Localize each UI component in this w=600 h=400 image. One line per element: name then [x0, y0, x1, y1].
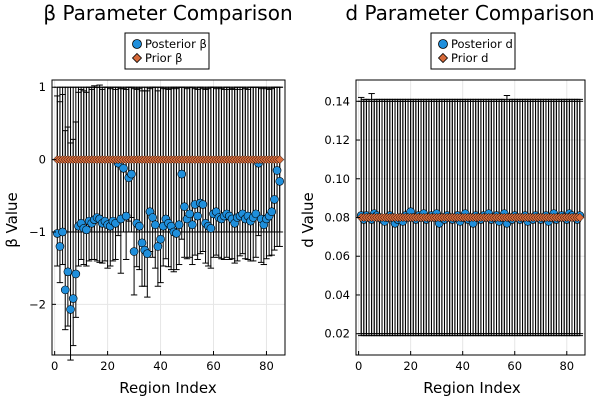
d-legend-posterior-marker: [438, 39, 448, 49]
d-y-tick-label: 0.06: [324, 249, 350, 263]
beta-posterior-point: [66, 305, 75, 314]
d-prior-point: [575, 212, 585, 223]
d-legend-box: [430, 32, 516, 70]
d-y-tick-label: 0.08: [324, 211, 350, 225]
beta-posterior-point: [68, 294, 78, 303]
beta-y-tick-label: 0: [39, 153, 46, 167]
d-y-tick-label: 0.14: [324, 94, 350, 108]
d-x-tick-label: 0: [355, 359, 362, 373]
beta-posterior-point: [60, 285, 70, 295]
d-x-tick-label: 20: [403, 359, 418, 373]
beta-posterior-point: [143, 249, 152, 258]
beta-posterior-point: [71, 269, 81, 279]
beta-posterior-point: [180, 202, 189, 211]
d-panel: d Parameter Comparison 0 20 40 60 80 0.02 0.04…: [299, 1, 595, 397]
beta-posterior-point: [275, 177, 285, 186]
beta-x-tick-label: 20: [100, 359, 115, 373]
beta-posterior-point: [153, 242, 163, 251]
beta-posterior-point: [119, 163, 128, 173]
beta-posterior-point: [177, 169, 187, 179]
beta-posterior-point: [129, 247, 139, 256]
beta-plot-frame: [51, 79, 286, 356]
beta-posterior-point: [121, 211, 131, 221]
beta-posterior-point: [137, 238, 147, 248]
beta-y-tick-label: −1: [29, 225, 46, 239]
beta-y-tick-label: 1: [39, 80, 46, 94]
beta-posterior-point: [63, 267, 73, 277]
beta-posterior-point: [272, 166, 282, 175]
beta-posterior-point: [55, 242, 65, 251]
beta-legend: Posterior β Prior β: [124, 32, 210, 70]
d-legend-posterior-label: Posterior d: [451, 37, 513, 51]
beta-posterior-point: [174, 220, 184, 230]
d-y-tick-label: 0.12: [324, 133, 350, 147]
d-points: [356, 207, 585, 228]
d-chart-title: d Parameter Comparison: [345, 1, 594, 25]
beta-posterior-point: [156, 234, 165, 244]
beta-posterior-point: [148, 213, 157, 222]
beta-legend-posterior-marker: [132, 39, 142, 49]
d-x-tick-label: 40: [455, 359, 470, 373]
beta-x-tick-label: 40: [153, 359, 168, 373]
beta-error-bars: [54, 84, 283, 361]
beta-prior-point: [275, 155, 285, 165]
d-ticks: 0 20 40 60 80 0.02 0.04 0.06 0.08 0.10 0.12 0.14: [324, 94, 574, 373]
d-y-axis-label: d Value: [299, 192, 317, 247]
beta-posterior-point: [135, 221, 144, 231]
beta-posterior-point: [198, 200, 208, 209]
beta-posterior-point: [172, 229, 181, 238]
beta-x-tick-label: 0: [51, 359, 58, 373]
d-x-axis-label: Region Index: [423, 379, 521, 397]
beta-posterior-point: [58, 227, 67, 237]
beta-posterior-point: [188, 220, 197, 230]
beta-legend-prior-marker: [131, 52, 143, 64]
beta-points: [52, 155, 285, 314]
beta-posterior-point: [206, 224, 216, 233]
beta-legend-prior-label: Prior β: [145, 51, 182, 65]
beta-x-tick-label: 80: [259, 359, 274, 373]
beta-posterior-point: [251, 209, 261, 219]
beta-ticks: 0 20 40 60 80 1 0 −1 −2: [29, 80, 274, 373]
beta-x-tick-label: 60: [206, 359, 221, 373]
d-x-tick-label: 60: [507, 359, 522, 373]
beta-y-tick-label: −2: [29, 297, 46, 311]
beta-y-axis-label: β Value: [3, 192, 21, 248]
beta-posterior-point: [127, 169, 136, 179]
beta-legend-posterior-label: Posterior β: [145, 37, 207, 51]
beta-panel: β Parameter Comparison 0 20 40 60 80 1 0 −1 −2 R…: [3, 1, 293, 397]
d-legend-prior-marker: [437, 52, 449, 64]
beta-posterior-point: [150, 220, 160, 230]
beta-posterior-point: [185, 209, 194, 219]
beta-legend-box: [124, 32, 210, 70]
d-legend-prior-label: Prior d: [451, 51, 488, 65]
d-x-tick-label: 80: [559, 359, 574, 373]
beta-posterior-point: [267, 207, 277, 217]
beta-x-axis-label: Region Index: [119, 379, 217, 397]
beta-posterior-point: [82, 225, 91, 235]
d-y-tick-label: 0.02: [324, 327, 350, 341]
d-y-tick-label: 0.04: [324, 288, 350, 302]
beta-chart-title: β Parameter Comparison: [43, 1, 292, 25]
beta-posterior-point: [270, 195, 279, 204]
beta-posterior-point: [193, 211, 202, 221]
d-legend: Posterior d Prior d: [430, 32, 516, 70]
d-y-tick-label: 0.10: [324, 172, 350, 186]
